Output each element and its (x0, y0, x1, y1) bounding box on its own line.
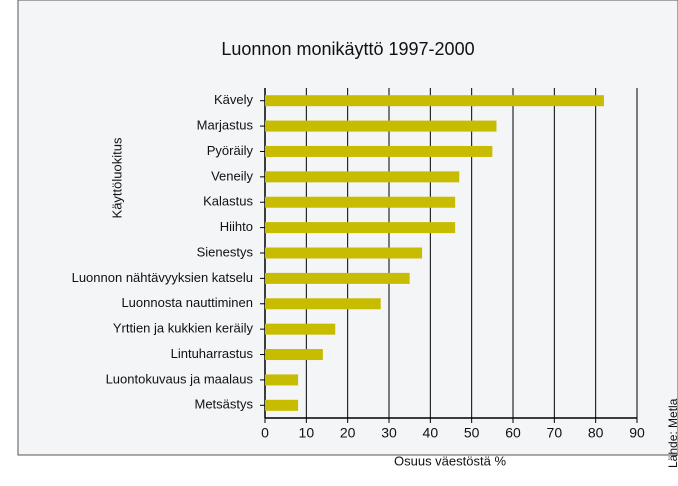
x-tick-label: 40 (423, 425, 439, 441)
bar (265, 323, 336, 335)
bar (265, 222, 456, 234)
y-tick-label: Marjastus (197, 118, 254, 133)
bar (265, 95, 604, 107)
x-tick-label: 90 (629, 425, 645, 441)
y-tick-label: Luonnosta nauttiminen (121, 295, 253, 310)
bar (265, 349, 323, 361)
bar (265, 196, 456, 208)
x-tick-label: 70 (547, 425, 563, 441)
bar (265, 272, 410, 284)
bar (265, 374, 299, 386)
y-tick-label: Sienestys (197, 244, 254, 259)
y-tick-label: Kalastus (203, 194, 253, 209)
y-tick-label: Lintuharrastus (171, 346, 254, 361)
y-tick-label: Luonnon nähtävyyksien katselu (72, 270, 253, 285)
x-axis-label: Osuus väestöstä % (394, 453, 506, 468)
y-tick-label: Metsästys (194, 397, 253, 412)
x-tick-label: 10 (299, 425, 315, 441)
y-tick-label: Veneily (211, 168, 253, 183)
x-tick-label: 30 (381, 425, 397, 441)
x-tick-label: 20 (340, 425, 356, 441)
bar (265, 145, 493, 157)
bar (265, 171, 460, 183)
y-tick-label: Hiihto (220, 219, 253, 234)
x-tick-label: 0 (261, 425, 269, 441)
source: Lähde: Metla (666, 398, 678, 468)
y-axis-label: Käyttöluokitus (109, 137, 124, 218)
x-tick-label: 80 (588, 425, 604, 441)
bar (265, 247, 423, 259)
bar (265, 298, 381, 310)
bar (265, 120, 497, 132)
y-tick-label: Yrttien ja kukkien keräily (113, 321, 254, 336)
y-tick-label: Luontokuvaus ja maalaus (106, 371, 254, 386)
chart-title: Luonnon monikäyttö 1997-2000 (221, 39, 474, 59)
bar (265, 399, 299, 411)
y-tick-label: Pyöräily (207, 143, 254, 158)
x-tick-label: 60 (505, 425, 521, 441)
y-tick-label: Kävely (214, 92, 254, 107)
x-tick-label: 50 (464, 425, 480, 441)
